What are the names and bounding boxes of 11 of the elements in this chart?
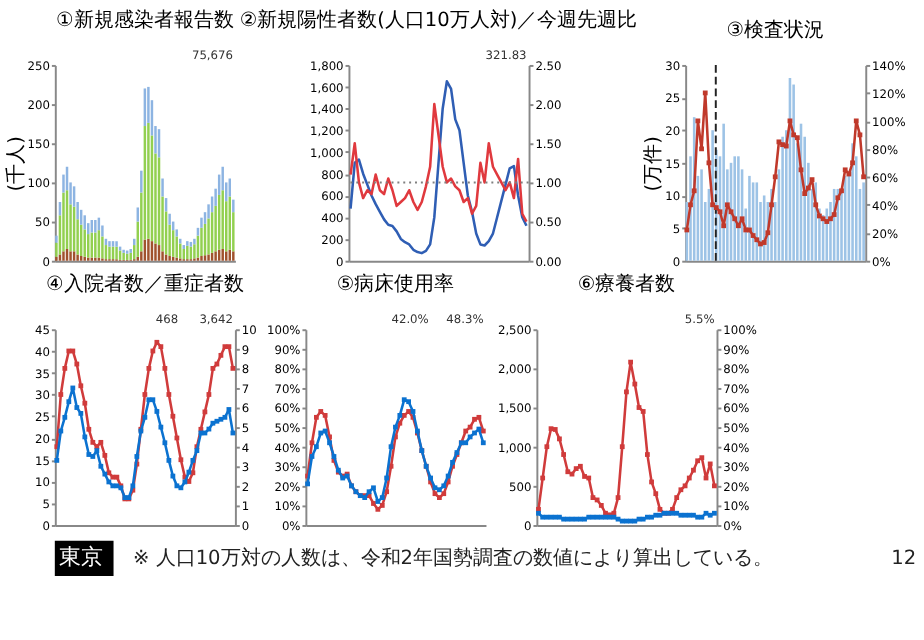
chart-title: ③検査状況 (726, 17, 824, 42)
text: ※ 人口10万対の人数は、令和2年国勢調査の数値により算出している。 (133, 546, 773, 571)
chart-title: ⑤病床使用率 (336, 272, 455, 297)
chart-title: ①新規感染者報告数 (56, 7, 234, 32)
text: 12 (891, 548, 917, 571)
chart-title: ④入院者数／重症者数 (46, 272, 244, 297)
chart-title: ⑥療養者数 (577, 272, 676, 297)
y-axis-title: (千人) (3, 136, 28, 192)
chart-title: ②新規陽性者数(人口10万人対)／今週先週比 (239, 7, 638, 32)
text: 東京 (58, 544, 103, 571)
y-axis-title: (万件) (643, 136, 666, 192)
